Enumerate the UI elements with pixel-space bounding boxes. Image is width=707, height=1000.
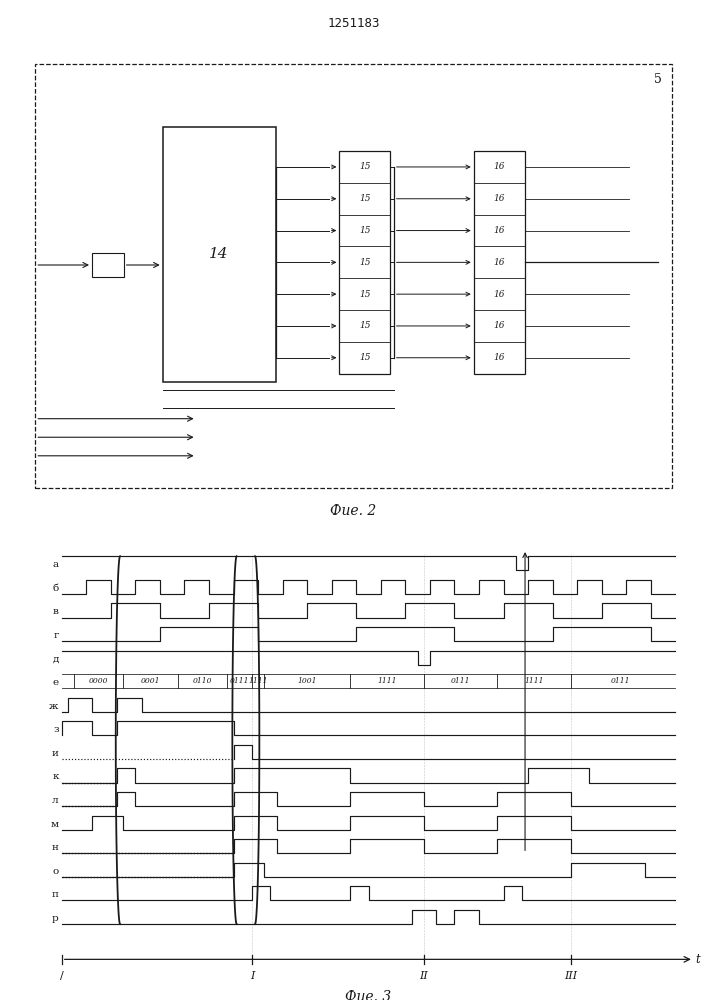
Text: 1111: 1111 bbox=[248, 677, 268, 685]
Text: III: III bbox=[564, 971, 578, 981]
Text: 1111: 1111 bbox=[378, 677, 397, 685]
Text: к: к bbox=[52, 772, 59, 781]
Text: о: о bbox=[52, 867, 59, 876]
Text: ж: ж bbox=[49, 702, 59, 711]
Text: 0110: 0110 bbox=[193, 677, 213, 685]
Text: 16: 16 bbox=[493, 194, 505, 203]
Text: t: t bbox=[695, 953, 700, 966]
Text: 0111: 0111 bbox=[610, 677, 630, 685]
Text: 15: 15 bbox=[359, 258, 370, 267]
Text: н: н bbox=[52, 843, 59, 852]
Text: 15: 15 bbox=[359, 194, 370, 203]
Text: з: з bbox=[53, 725, 59, 734]
Text: е: е bbox=[52, 678, 59, 687]
Text: 16: 16 bbox=[493, 321, 505, 330]
Text: 16: 16 bbox=[493, 162, 505, 171]
Text: 16: 16 bbox=[493, 353, 505, 362]
Text: /: / bbox=[60, 971, 64, 981]
Text: 16: 16 bbox=[493, 226, 505, 235]
Text: 0000: 0000 bbox=[89, 677, 108, 685]
Text: 0001: 0001 bbox=[141, 677, 160, 685]
Text: б: б bbox=[52, 584, 59, 593]
Text: 16: 16 bbox=[493, 290, 505, 299]
Text: л: л bbox=[52, 796, 59, 805]
Bar bbox=[35, 64, 672, 488]
Bar bbox=[163, 127, 276, 382]
Text: 5: 5 bbox=[653, 73, 662, 86]
Text: м: м bbox=[51, 820, 59, 829]
Text: и: и bbox=[52, 749, 59, 758]
Text: д: д bbox=[52, 655, 59, 664]
Bar bbox=[339, 151, 390, 374]
Text: 0111: 0111 bbox=[230, 677, 250, 685]
Text: а: а bbox=[52, 560, 59, 569]
Text: 0111: 0111 bbox=[451, 677, 470, 685]
Text: 1111: 1111 bbox=[525, 677, 544, 685]
Text: 16: 16 bbox=[493, 258, 505, 267]
Text: 15: 15 bbox=[359, 290, 370, 299]
Text: р: р bbox=[52, 914, 59, 923]
Text: г: г bbox=[53, 631, 59, 640]
Text: в: в bbox=[53, 607, 59, 616]
Bar bbox=[474, 151, 525, 374]
Bar bbox=[92, 253, 124, 277]
Text: Фие. 3: Фие. 3 bbox=[346, 990, 392, 1000]
Text: 15: 15 bbox=[359, 321, 370, 330]
Text: 1001: 1001 bbox=[298, 677, 317, 685]
Text: 15: 15 bbox=[359, 162, 370, 171]
Text: 1251183: 1251183 bbox=[327, 17, 380, 30]
Text: п: п bbox=[52, 890, 59, 899]
Text: I: I bbox=[250, 971, 255, 981]
Text: II: II bbox=[419, 971, 428, 981]
Text: Фие. 2: Фие. 2 bbox=[330, 504, 377, 518]
Text: 15: 15 bbox=[359, 353, 370, 362]
Text: 14: 14 bbox=[209, 247, 229, 261]
Text: 15: 15 bbox=[359, 226, 370, 235]
